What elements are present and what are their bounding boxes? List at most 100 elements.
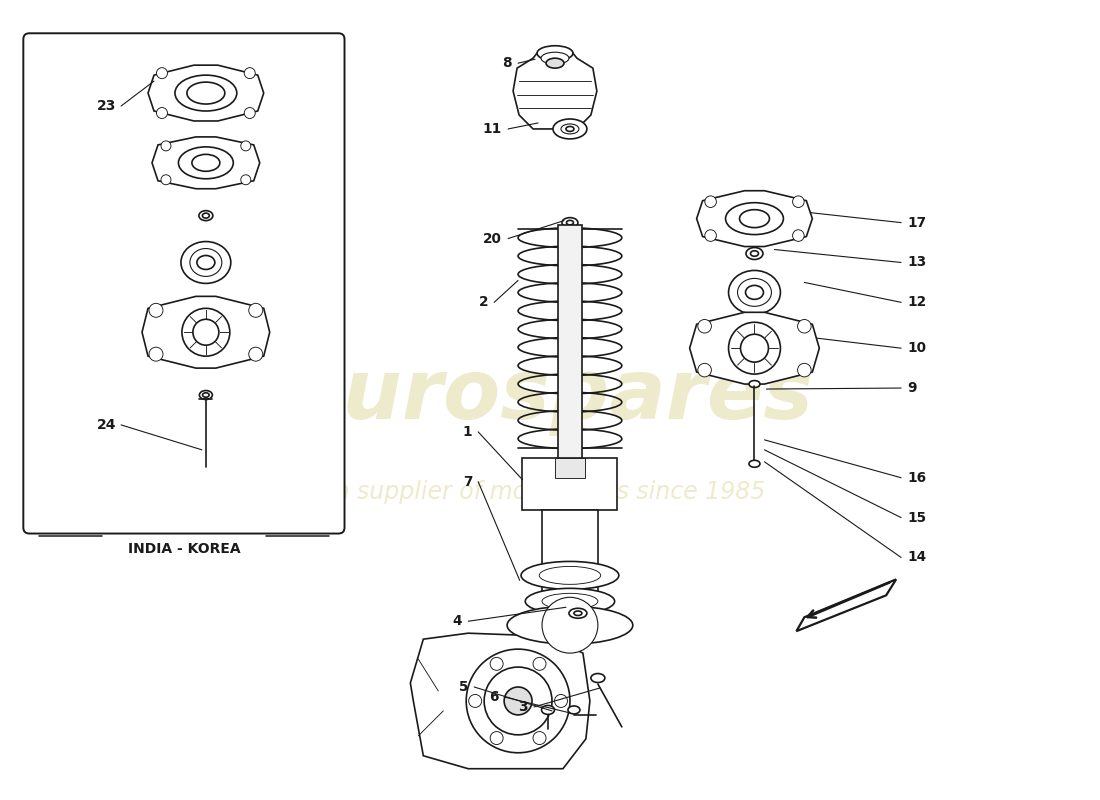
Ellipse shape <box>202 393 209 398</box>
Text: 9: 9 <box>908 381 916 395</box>
Ellipse shape <box>187 82 224 104</box>
Ellipse shape <box>566 126 574 131</box>
Ellipse shape <box>726 202 783 234</box>
Circle shape <box>697 363 712 377</box>
Ellipse shape <box>566 220 573 225</box>
Ellipse shape <box>561 124 579 134</box>
Text: INDIA - KOREA: INDIA - KOREA <box>128 542 240 555</box>
Ellipse shape <box>542 594 598 610</box>
Polygon shape <box>696 190 812 246</box>
Ellipse shape <box>739 210 769 228</box>
Text: 12: 12 <box>908 295 926 310</box>
Circle shape <box>491 731 503 745</box>
Ellipse shape <box>569 608 587 618</box>
Text: 14: 14 <box>908 550 926 565</box>
Ellipse shape <box>749 381 760 387</box>
Circle shape <box>705 196 716 207</box>
Ellipse shape <box>546 58 564 68</box>
Text: 6: 6 <box>488 690 498 704</box>
Circle shape <box>798 363 811 377</box>
Circle shape <box>156 107 167 118</box>
Circle shape <box>192 319 219 345</box>
Circle shape <box>161 141 170 151</box>
Circle shape <box>161 174 170 185</box>
Circle shape <box>182 308 230 356</box>
Ellipse shape <box>191 154 220 171</box>
Ellipse shape <box>737 278 771 306</box>
Ellipse shape <box>526 588 615 614</box>
Circle shape <box>244 107 255 118</box>
Polygon shape <box>148 65 264 121</box>
Circle shape <box>798 319 811 333</box>
Circle shape <box>554 694 568 707</box>
Text: a supplier of motor parts since 1985: a supplier of motor parts since 1985 <box>334 480 766 504</box>
Ellipse shape <box>574 611 582 615</box>
Text: 1: 1 <box>463 425 472 439</box>
Text: 13: 13 <box>908 255 926 270</box>
Polygon shape <box>796 579 896 631</box>
Ellipse shape <box>199 390 212 399</box>
Text: 8: 8 <box>503 56 513 70</box>
Text: 23: 23 <box>97 99 117 113</box>
Ellipse shape <box>521 562 619 590</box>
Circle shape <box>793 196 804 207</box>
Text: 7: 7 <box>463 474 472 489</box>
Circle shape <box>705 230 716 242</box>
Circle shape <box>466 649 570 753</box>
Circle shape <box>491 658 503 670</box>
Ellipse shape <box>750 250 759 256</box>
Text: 17: 17 <box>908 216 926 230</box>
Bar <box>556 458 585 478</box>
Text: 2: 2 <box>478 295 488 310</box>
Ellipse shape <box>507 606 632 644</box>
Ellipse shape <box>190 249 222 277</box>
Ellipse shape <box>728 270 780 314</box>
Circle shape <box>534 731 546 745</box>
Circle shape <box>249 303 263 318</box>
Circle shape <box>542 598 598 653</box>
Text: 4: 4 <box>453 614 462 628</box>
Circle shape <box>241 174 251 185</box>
Ellipse shape <box>541 52 569 64</box>
Ellipse shape <box>178 147 233 178</box>
Ellipse shape <box>746 286 763 299</box>
Circle shape <box>469 694 482 707</box>
FancyBboxPatch shape <box>23 34 344 534</box>
Circle shape <box>504 687 532 715</box>
Circle shape <box>241 141 251 151</box>
Circle shape <box>697 319 712 333</box>
Bar <box>522 458 617 510</box>
Ellipse shape <box>749 460 760 467</box>
Text: 15: 15 <box>908 510 926 525</box>
Ellipse shape <box>180 242 231 283</box>
Text: 11: 11 <box>483 122 502 136</box>
Ellipse shape <box>568 706 580 714</box>
Ellipse shape <box>539 566 601 584</box>
Polygon shape <box>152 137 260 189</box>
Text: 24: 24 <box>97 418 117 432</box>
Circle shape <box>534 658 546 670</box>
Circle shape <box>728 322 780 374</box>
Text: 20: 20 <box>483 231 502 246</box>
Ellipse shape <box>591 674 605 682</box>
Circle shape <box>244 68 255 78</box>
Bar <box>542 510 598 599</box>
Ellipse shape <box>202 213 209 218</box>
Circle shape <box>148 303 163 318</box>
Polygon shape <box>690 312 820 384</box>
Ellipse shape <box>553 119 587 139</box>
Circle shape <box>793 230 804 242</box>
Circle shape <box>740 334 769 362</box>
Ellipse shape <box>541 706 554 714</box>
Circle shape <box>156 68 167 78</box>
Circle shape <box>484 667 552 735</box>
Ellipse shape <box>746 247 763 259</box>
Ellipse shape <box>537 46 573 61</box>
Circle shape <box>249 347 263 361</box>
Ellipse shape <box>197 255 215 270</box>
Ellipse shape <box>562 218 578 228</box>
Text: 16: 16 <box>908 470 926 485</box>
FancyArrowPatch shape <box>807 582 890 618</box>
Bar <box>558 225 582 462</box>
Polygon shape <box>513 54 597 129</box>
